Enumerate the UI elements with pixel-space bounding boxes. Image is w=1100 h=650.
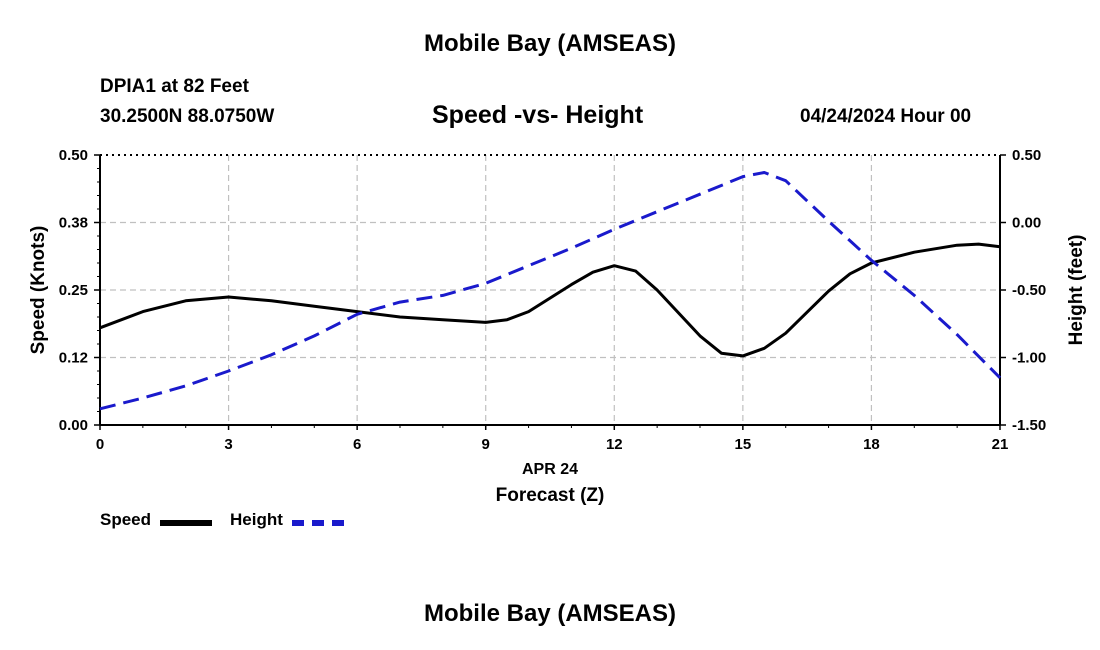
y-right-tick-label: -1.00 bbox=[1012, 350, 1046, 367]
grid bbox=[100, 155, 1000, 425]
footer-title: Mobile Bay (AMSEAS) bbox=[423, 600, 677, 627]
x-tick-label: 15 bbox=[735, 436, 752, 453]
y-right-tick-label: -0.50 bbox=[1012, 282, 1046, 299]
x-tick-label: 9 bbox=[482, 436, 490, 453]
y-axis-left-label: Speed (Knots) bbox=[28, 226, 49, 355]
y-left-tick-label: 0.00 bbox=[59, 417, 88, 434]
x-tick-label: 12 bbox=[606, 436, 623, 453]
legend-speed-swatch bbox=[160, 520, 212, 526]
legend-height-swatch bbox=[292, 520, 344, 526]
speed-series-line bbox=[99, 242, 1001, 358]
y-left-tick-label: 0.38 bbox=[59, 215, 88, 232]
x-tick-label: 21 bbox=[992, 436, 1009, 453]
height-series-line bbox=[99, 171, 1002, 411]
x-tick-label: 0 bbox=[96, 436, 104, 453]
station-label: DPIA1 at 82 Feet bbox=[100, 76, 249, 97]
legend-speed-label: Speed bbox=[100, 510, 152, 529]
page-title: Mobile Bay (AMSEAS) bbox=[423, 30, 677, 57]
x-tick-label: 6 bbox=[353, 436, 361, 453]
y-axis-right-label: Height (feet) bbox=[1066, 235, 1087, 346]
y-right-tick-label: 0.50 bbox=[1012, 147, 1041, 164]
y-right-tick-label: -1.50 bbox=[1012, 417, 1046, 434]
x-date-label: APR 24 bbox=[522, 461, 578, 478]
y-left-tick-label: 0.25 bbox=[59, 282, 88, 299]
series-group bbox=[99, 171, 1002, 411]
x-tick-label: 18 bbox=[863, 436, 880, 453]
legend-height-label: Height bbox=[230, 510, 283, 529]
chart-subtitle: Speed -vs- Height bbox=[432, 101, 644, 129]
x-tick-label: 3 bbox=[224, 436, 232, 453]
coordinates-label: 30.2500N 88.0750W bbox=[100, 106, 275, 127]
x-axis-label: Forecast (Z) bbox=[496, 485, 605, 506]
datetime-label: 04/24/2024 Hour 00 bbox=[800, 106, 972, 127]
y-left-tick-label: 0.50 bbox=[59, 147, 88, 164]
ticks: 0 3 6 9 12 15 18 21 0.00 0.12 0.25 0.38 0.50 -1.50 -1.… bbox=[59, 147, 1046, 453]
y-right-tick-label: 0.00 bbox=[1012, 215, 1041, 232]
y-left-tick-label: 0.12 bbox=[59, 350, 88, 367]
